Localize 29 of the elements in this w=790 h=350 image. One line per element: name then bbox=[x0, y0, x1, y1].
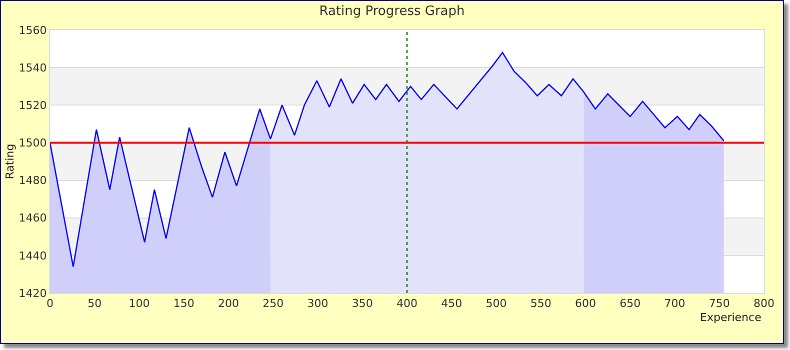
x-tick-label: 450 bbox=[441, 297, 462, 310]
x-tick-label: 350 bbox=[352, 297, 373, 310]
y-tick-label: 1520 bbox=[18, 98, 47, 112]
line-series bbox=[50, 52, 724, 268]
x-tick-label: 300 bbox=[307, 297, 328, 310]
y-tick-label: 1440 bbox=[18, 249, 47, 262]
x-tick-label: 150 bbox=[173, 297, 194, 310]
x-tick-label: 250 bbox=[262, 297, 284, 310]
x-tick-label: 50 bbox=[88, 297, 102, 310]
x-tick-label: 550 bbox=[530, 297, 552, 310]
x-tick-label: 200 bbox=[218, 297, 239, 310]
x-tick-label: 650 bbox=[620, 297, 641, 310]
chart-title: Rating Progress Graph bbox=[319, 4, 465, 20]
x-axis-title: Experience bbox=[700, 311, 762, 324]
y-tick-label: 1560 bbox=[18, 24, 47, 37]
x-tick-label: 600 bbox=[575, 297, 596, 310]
x-tick-label: 500 bbox=[486, 297, 507, 310]
y-tick-label: 1540 bbox=[18, 61, 47, 74]
x-tick-label: 400 bbox=[396, 297, 418, 310]
y-tick-label: 1460 bbox=[18, 212, 47, 225]
y-tick-label: 1420 bbox=[18, 286, 47, 300]
x-tick-label: 100 bbox=[128, 297, 150, 310]
x-tick-label: 700 bbox=[664, 297, 686, 310]
y-tick-label: 1480 bbox=[18, 174, 47, 188]
y-tick-label: 1500 bbox=[18, 136, 47, 150]
x-tick-label: 800 bbox=[754, 297, 774, 310]
y-axis-title: Rating bbox=[3, 144, 16, 180]
x-tick-label: 0 bbox=[46, 297, 54, 310]
x-tick-label: 750 bbox=[708, 297, 730, 310]
